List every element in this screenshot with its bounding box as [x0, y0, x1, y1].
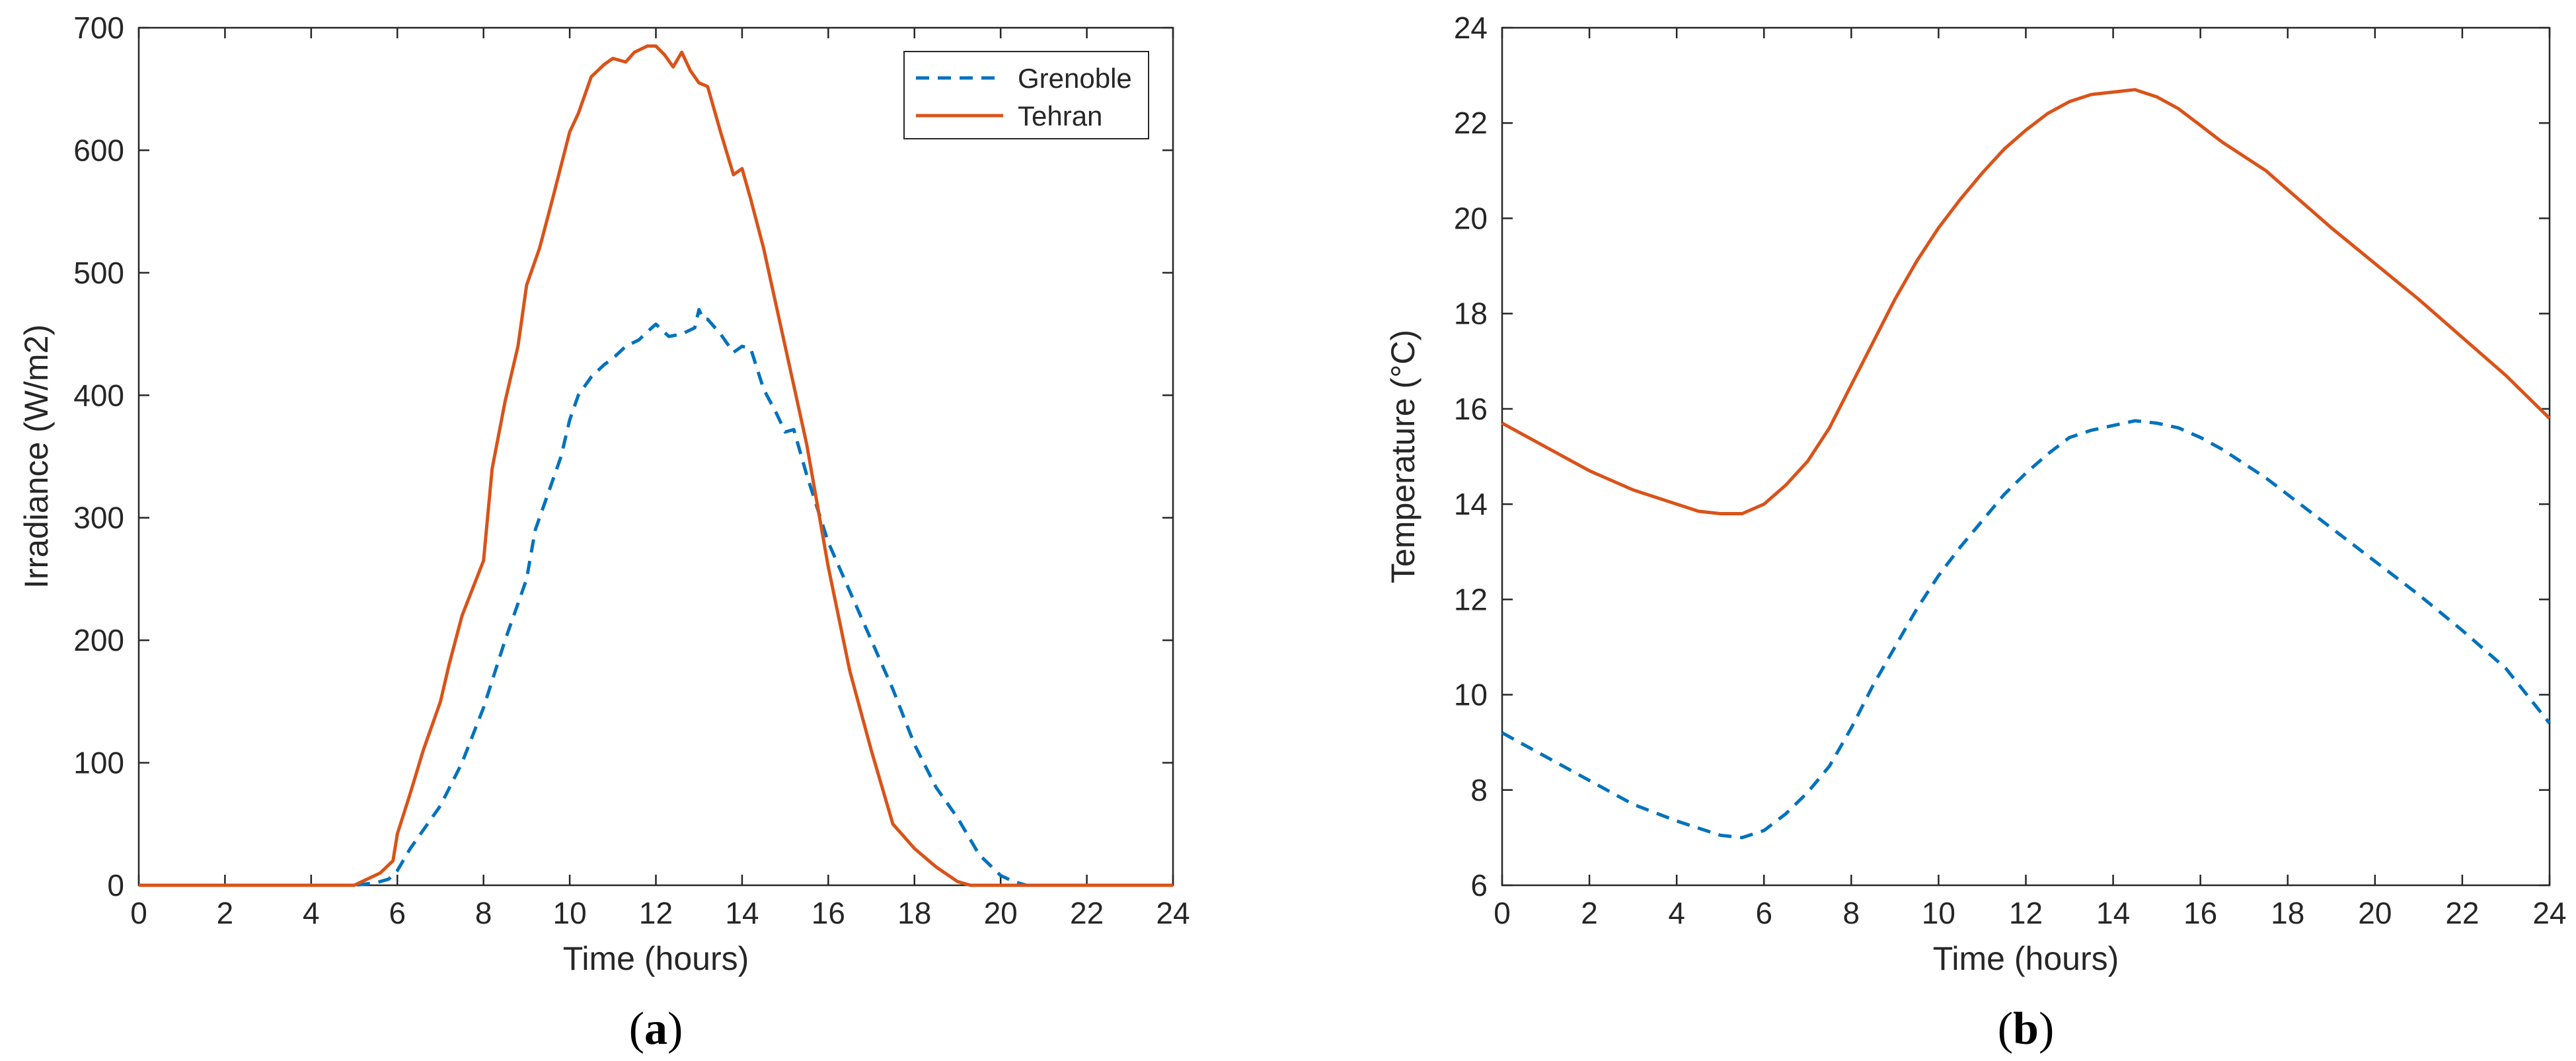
x-axis-label: Time (hours): [1933, 940, 2119, 977]
series-line-grenoble: [139, 308, 1173, 887]
y-tick-label: 24: [1454, 11, 1488, 45]
x-tick-label: 16: [812, 896, 845, 930]
x-tick-label: 0: [130, 896, 147, 930]
x-tick-label: 18: [897, 896, 931, 930]
legend-label-tehran: Tehran: [1018, 100, 1102, 131]
x-tick-label: 4: [303, 896, 320, 930]
x-tick-label: 22: [2445, 896, 2479, 930]
panel-b: 0 2 4 6 8 10 12 14 16 18 20 22 24681012141618202224T…: [1384, 11, 2567, 1054]
panel-label-letter: a: [644, 1004, 667, 1054]
plot-area-frame: [1501, 26, 2551, 887]
x-tick-label: 12: [2009, 896, 2043, 930]
panel-label-close: ): [2039, 1004, 2054, 1054]
panel-label: (a): [629, 1004, 683, 1054]
y-tick-label: 18: [1454, 297, 1488, 331]
y-tick-label: 10: [1454, 678, 1488, 712]
legend-label-grenoble: Grenoble: [1018, 63, 1132, 94]
y-tick-label: 12: [1454, 582, 1488, 616]
y-tick-label: 300: [73, 501, 124, 535]
x-tick-label: 18: [2271, 896, 2304, 930]
y-tick-label: 400: [73, 378, 124, 412]
panel-label-letter: b: [2013, 1004, 2039, 1054]
x-tick-label: 4: [1668, 896, 1685, 930]
y-tick-label: 14: [1454, 487, 1488, 521]
plot-area-frame: [137, 26, 1174, 887]
x-tick-label: 2: [1581, 896, 1598, 930]
panel-label-open: (: [1998, 1004, 2013, 1054]
x-tick-label: 16: [2183, 896, 2217, 930]
panel-label: (b): [1998, 1004, 2055, 1054]
legend-box: [903, 51, 1149, 139]
panel-label-open: (: [629, 1004, 644, 1054]
y-tick-label: 700: [73, 11, 124, 45]
panel-a: 0 2 4 6 8 10 12 14 16 18 20 22 240100200300400500600…: [18, 11, 1190, 1054]
x-tick-label: 20: [984, 896, 1018, 930]
x-axis-label: Time (hours): [563, 940, 749, 977]
panel-label-close: ): [667, 1004, 683, 1054]
x-tick-label: 22: [1070, 896, 1104, 930]
x-tick-label: 24: [1156, 896, 1190, 930]
x-tick-label: 10: [552, 896, 586, 930]
x-tick-label: 2: [217, 896, 234, 930]
y-tick-label: 6: [1470, 868, 1488, 902]
y-tick-label: 100: [73, 746, 124, 780]
y-tick-label: 8: [1470, 773, 1488, 807]
x-tick-label: 14: [2096, 896, 2130, 930]
x-tick-label: 24: [2532, 896, 2566, 930]
y-axis-label: Temperature (°C): [1384, 330, 1421, 583]
series-line-grenoble: [1501, 419, 2551, 840]
x-tick-label: 6: [1755, 896, 1772, 930]
x-tick-label: 8: [475, 896, 492, 930]
y-tick-label: 0: [107, 868, 124, 902]
y-tick-label: 500: [73, 256, 124, 290]
y-axis-label: Irradiance (W/m2): [18, 324, 55, 589]
x-tick-label: 8: [1843, 896, 1860, 930]
x-tick-label: 14: [725, 896, 759, 930]
x-tick-label: 20: [2358, 896, 2392, 930]
x-tick-label: 12: [639, 896, 673, 930]
y-tick-label: 200: [73, 623, 124, 657]
x-tick-label: 6: [389, 896, 406, 930]
series-line-tehran: [139, 44, 1173, 887]
y-tick-label: 22: [1454, 106, 1488, 140]
y-tick-label: 16: [1454, 392, 1488, 426]
y-tick-label: 600: [73, 133, 124, 167]
y-tick-label: 20: [1454, 201, 1488, 235]
x-tick-label: 0: [1494, 896, 1511, 930]
x-tick-label: 10: [1922, 896, 1955, 930]
series-line-tehran: [1501, 88, 2551, 515]
